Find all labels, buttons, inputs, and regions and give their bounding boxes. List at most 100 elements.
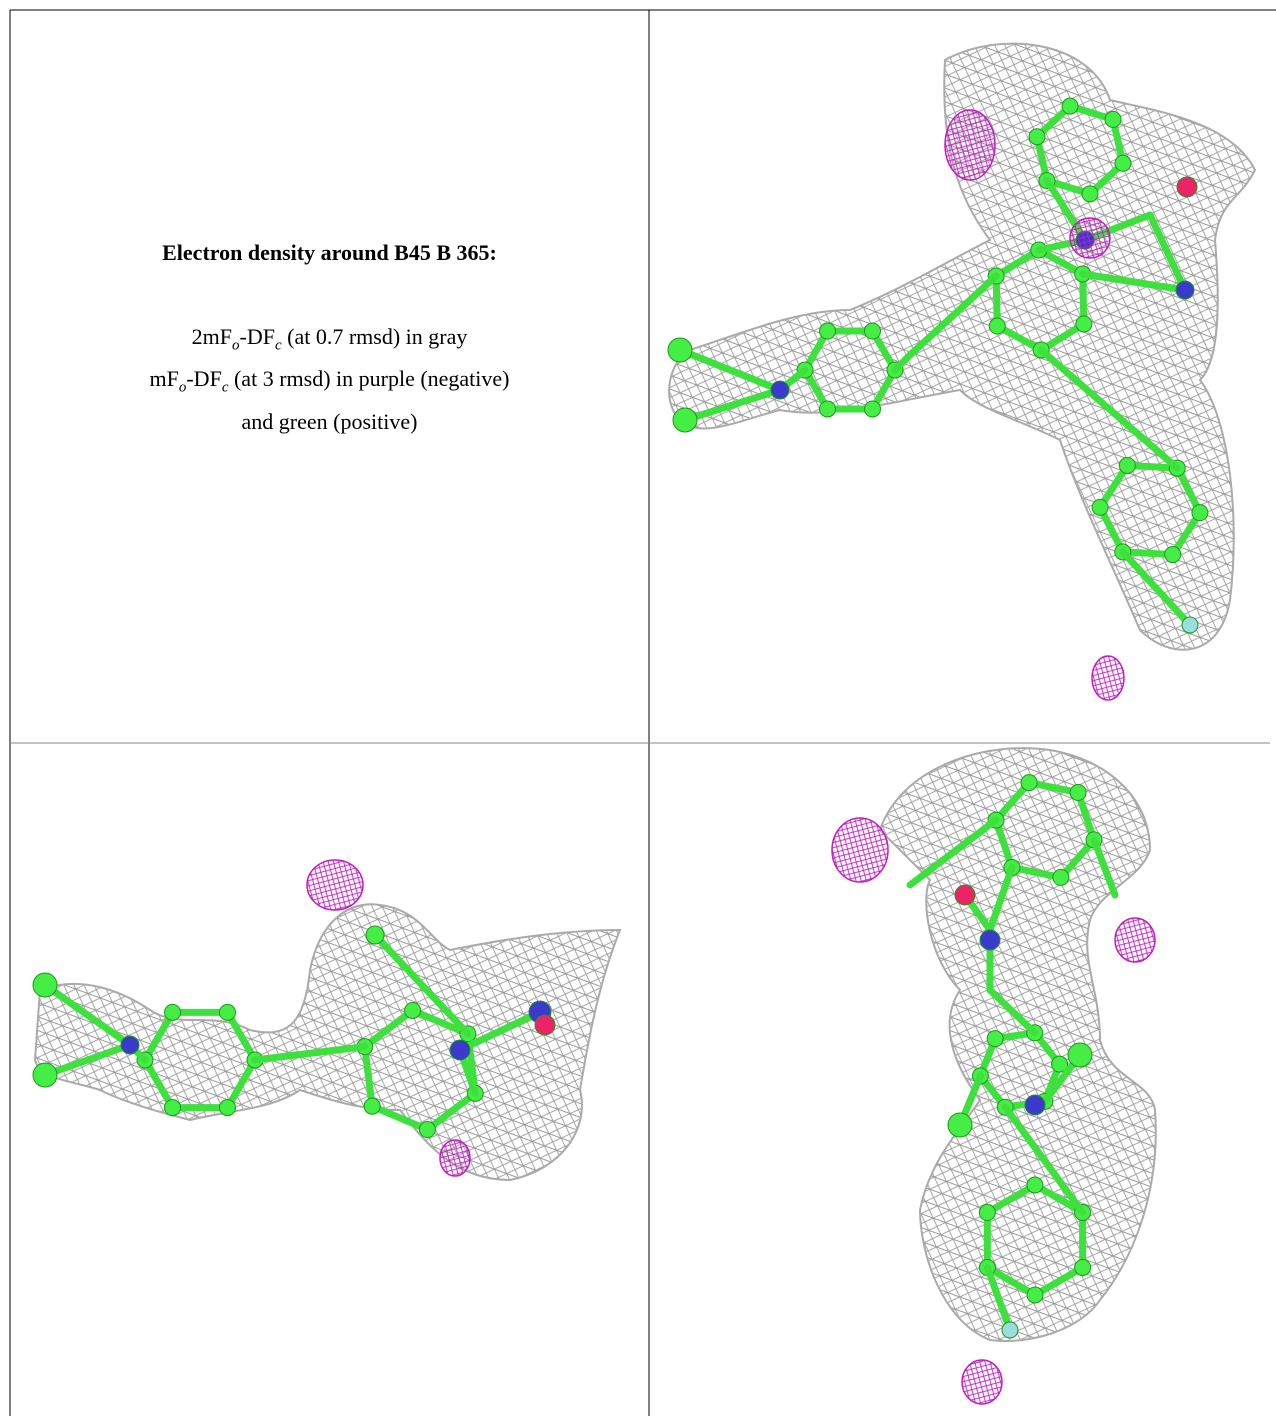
- atom: [1028, 128, 1046, 146]
- caption-line: 2mFo-DFc (at 0.7 rmsd) in gray: [10, 320, 649, 362]
- bond: [891, 351, 914, 374]
- bond: [141, 1056, 176, 1112]
- table-borders: [9, 9, 1276, 1416]
- caption-line: mFo-DFc (at 3 rmsd) in purple (negative): [10, 362, 649, 404]
- subscript: c: [221, 379, 229, 396]
- atom: [164, 1099, 181, 1117]
- bond: [906, 816, 1000, 889]
- bond: [456, 1008, 544, 1054]
- atom: [1051, 1055, 1069, 1073]
- atom: [1114, 154, 1132, 172]
- atom: [978, 1204, 996, 1222]
- atom: [1191, 504, 1209, 522]
- atom: [418, 1121, 436, 1139]
- atom: [947, 1112, 973, 1138]
- bond: [1079, 270, 1189, 294]
- atom: [219, 1003, 236, 1021]
- atom: [1061, 97, 1079, 115]
- subscript-wrap: c: [275, 337, 282, 353]
- bond: [423, 1089, 479, 1134]
- atom: [1069, 784, 1087, 802]
- atom: [1104, 110, 1122, 128]
- atom: [404, 1001, 422, 1019]
- atom: [864, 400, 881, 418]
- atom: [1020, 774, 1038, 792]
- atom: [1081, 185, 1099, 203]
- atom: [32, 1062, 58, 1088]
- bond: [224, 1008, 259, 1064]
- bond: [141, 1008, 176, 1064]
- caption: Electron density around B45 B 365: 2mFo-…: [10, 240, 649, 439]
- subscript: o: [232, 337, 240, 354]
- bond: [986, 986, 1039, 1037]
- negative-density: [306, 859, 364, 911]
- atom: [534, 1014, 556, 1036]
- atom: [672, 407, 698, 433]
- negative-density: [1069, 217, 1111, 259]
- atom: [1052, 868, 1070, 886]
- atom: [1091, 498, 1109, 516]
- subscript-wrap: o: [232, 337, 240, 353]
- bond: [986, 863, 1016, 934]
- atom: [219, 1099, 236, 1117]
- caption-text: -DF: [186, 366, 222, 392]
- atom: [819, 400, 836, 418]
- atom: [1118, 456, 1136, 474]
- atom: [1164, 546, 1182, 564]
- bond: [361, 1006, 417, 1051]
- caption-title: Electron density around B45 B 365:: [162, 240, 497, 265]
- bond: [983, 1181, 1039, 1217]
- bond: [409, 1006, 472, 1038]
- caption-lines: 2mFo-DFc (at 0.7 rmsd) in gray mFo-DFc (a…: [10, 320, 649, 439]
- atom: [988, 317, 1006, 335]
- bond: [1031, 1181, 1087, 1216]
- subscript-wrap: c: [222, 380, 229, 396]
- bond: [41, 1041, 134, 1079]
- atom: [1181, 616, 1199, 634]
- bond: [676, 346, 784, 394]
- negative-density: [1114, 917, 1156, 963]
- atom: [1026, 1176, 1044, 1194]
- atom: [1175, 280, 1195, 300]
- atom: [819, 322, 836, 340]
- caption-text: and green (positive): [241, 408, 418, 434]
- negative-density: [961, 1359, 1003, 1405]
- atom: [365, 925, 385, 945]
- subscript: c: [274, 337, 282, 354]
- bond: [251, 1043, 369, 1064]
- atom: [986, 1030, 1004, 1048]
- bond: [983, 1264, 1014, 1334]
- bond: [681, 386, 784, 424]
- atom: [1024, 1094, 1046, 1116]
- atom: [864, 322, 881, 340]
- negative-density: [944, 109, 996, 181]
- atom: [164, 1003, 181, 1021]
- caption-text: (at 3 rmsd) in purple (negative): [228, 366, 510, 392]
- density-mesh: [878, 747, 1157, 1342]
- bond: [1119, 548, 1194, 629]
- atom: [1067, 1042, 1093, 1068]
- bond: [368, 1102, 431, 1134]
- bond: [1090, 836, 1119, 899]
- bond: [1037, 346, 1181, 472]
- negative-density: [831, 817, 889, 883]
- bond: [224, 1056, 259, 1112]
- atom: [1026, 1286, 1044, 1304]
- caption-line: and green (positive): [10, 405, 649, 439]
- bond: [906, 272, 1000, 359]
- caption-text: 2mF: [191, 324, 232, 349]
- atom: [770, 380, 790, 400]
- atom: [120, 1035, 140, 1055]
- atom: [449, 1039, 471, 1061]
- negative-density: [1091, 655, 1125, 701]
- atom: [32, 972, 58, 998]
- bond: [1001, 1103, 1087, 1216]
- atom: [1001, 1321, 1019, 1339]
- atom: [1074, 1258, 1092, 1276]
- atom: [1176, 176, 1198, 198]
- atom: [363, 1097, 381, 1115]
- caption-text: -DF: [239, 324, 275, 349]
- caption-text: mF: [149, 366, 179, 392]
